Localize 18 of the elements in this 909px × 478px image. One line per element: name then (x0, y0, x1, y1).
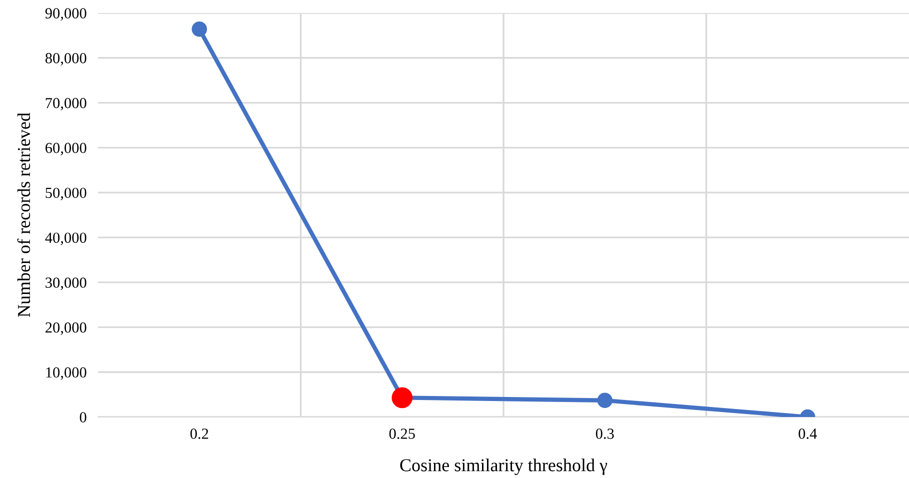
x-tick-label: 0.4 (798, 428, 817, 439)
x-axis-title: Cosine similarity threshold γ (400, 458, 608, 476)
x-tick-label: 0.25 (389, 428, 415, 439)
y-tick-label: 90,000 (45, 8, 86, 21)
point (192, 22, 208, 37)
y-tick-label: 30,000 (46, 277, 86, 290)
y-tick-label: 80,000 (45, 53, 86, 66)
y-tick-label: 20,000 (46, 322, 86, 335)
y-tick-label: 50,000 (46, 188, 86, 200)
y-tick-label: 60,000 (46, 142, 86, 156)
x-tick-label: 0.2 (190, 428, 208, 439)
y-tick-label: 10,000 (46, 367, 86, 380)
x-tick-label: 0.3 (596, 428, 614, 439)
y-tick-label: 40,000 (45, 232, 86, 246)
point (597, 392, 613, 408)
y-tick-label: 70,000 (46, 98, 86, 110)
y-tick-label: 0 (80, 412, 86, 422)
y-axis-title: Number of records retrieved (17, 112, 30, 317)
